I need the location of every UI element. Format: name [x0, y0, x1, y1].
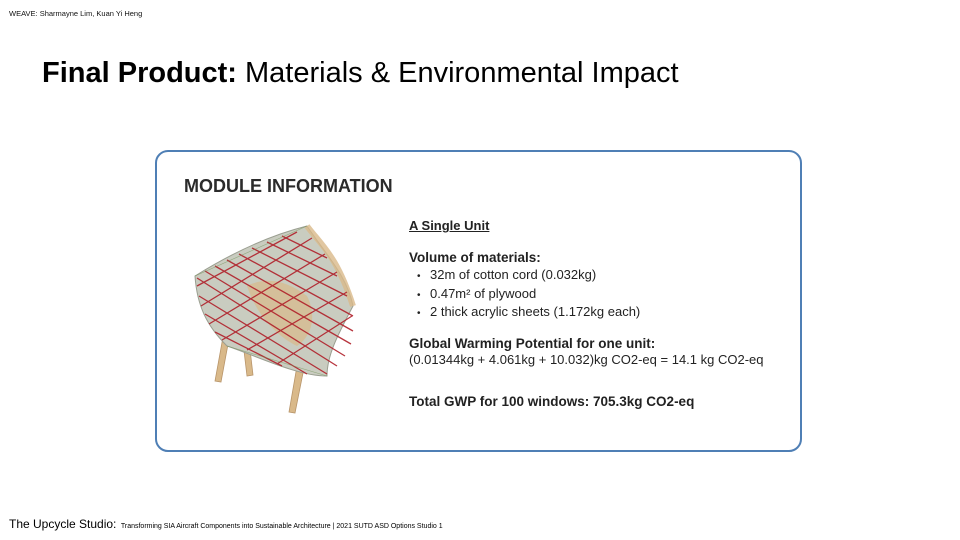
footer-studio: The Upcycle Studio:	[9, 517, 117, 531]
slide-title-bold: Final Product:	[42, 57, 237, 89]
footer: The Upcycle Studio: Transforming SIA Air…	[9, 515, 443, 533]
materials-list: 32m of cotton cord (0.032kg) 0.47m² of p…	[409, 267, 764, 323]
author-credit: WEAVE: Sharmayne Lim, Kuan Yi Heng	[9, 9, 143, 18]
list-item: 0.47m² of plywood	[417, 286, 764, 305]
card-heading: MODULE INFORMATION	[184, 176, 393, 196]
list-item: 2 thick acrylic sheets (1.172kg each)	[417, 304, 764, 323]
slide-title-rest: Materials & Environmental Impact	[245, 57, 679, 89]
footer-subtitle: Transforming SIA Aircraft Components int…	[120, 523, 443, 530]
gwp-formula: (0.01344kg + 4.061kg + 10.032)kg CO2-eq …	[409, 351, 764, 367]
volume-title: Volume of materials:	[409, 250, 541, 265]
gwp-title: Global Warming Potential for one unit:	[409, 335, 656, 351]
unit-title: A Single Unit	[409, 218, 490, 233]
list-item: 32m of cotton cord (0.032kg)	[417, 267, 764, 286]
module-info-card: MODULE INFORMATION	[155, 150, 802, 452]
unit-info: A Single Unit Volume of materials: 32m o…	[409, 218, 764, 410]
total-gwp: Total GWP for 100 windows: 705.3kg CO2-e…	[409, 393, 695, 409]
woven-module-icon	[194, 224, 356, 414]
slide-title: Final Product: Materials & Environmental…	[42, 57, 679, 90]
